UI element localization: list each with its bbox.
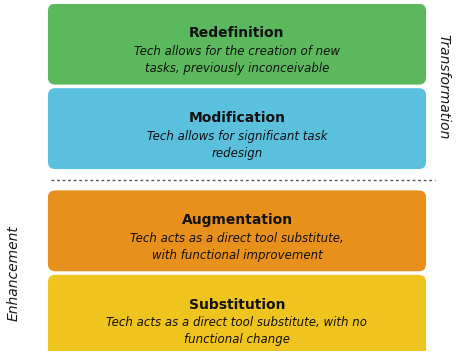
FancyBboxPatch shape: [48, 88, 426, 169]
Text: Tech allows for the creation of new
tasks, previously inconceivable: Tech allows for the creation of new task…: [134, 45, 340, 75]
Text: Redefinition: Redefinition: [189, 27, 285, 40]
Text: Enhancement: Enhancement: [7, 225, 20, 321]
FancyBboxPatch shape: [48, 190, 426, 271]
Text: Tech acts as a direct tool substitute,
with functional improvement: Tech acts as a direct tool substitute, w…: [130, 232, 344, 262]
Text: Substitution: Substitution: [189, 297, 285, 312]
FancyBboxPatch shape: [48, 275, 426, 355]
Text: Tech allows for significant task
redesign: Tech allows for significant task redesig…: [147, 130, 327, 160]
FancyBboxPatch shape: [48, 4, 426, 84]
Text: Transformation: Transformation: [437, 34, 451, 140]
Text: Tech acts as a direct tool substitute, with no
functional change: Tech acts as a direct tool substitute, w…: [107, 316, 367, 346]
Text: Augmentation: Augmentation: [182, 213, 292, 227]
Text: Modification: Modification: [189, 111, 285, 125]
